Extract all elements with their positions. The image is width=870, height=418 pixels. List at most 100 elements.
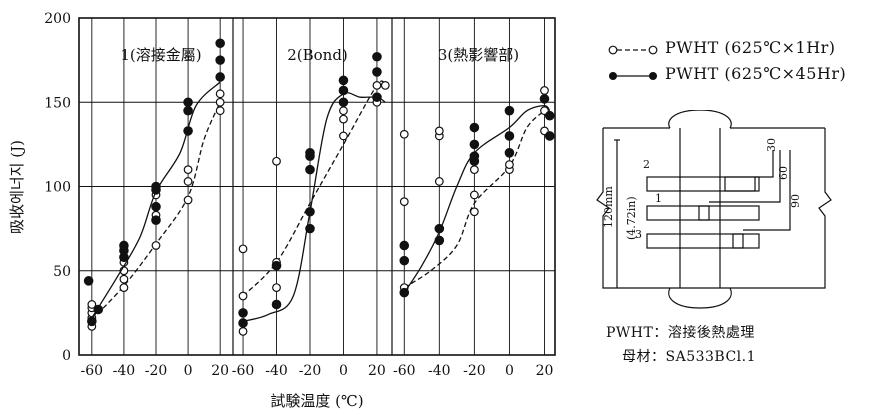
data-point-45hr bbox=[271, 299, 282, 310]
data-point-45hr bbox=[151, 181, 161, 192]
data-point-45hr bbox=[151, 201, 161, 212]
data-point-45hr bbox=[238, 318, 248, 328]
data-point-1hr bbox=[339, 131, 348, 141]
data-point-45hr bbox=[544, 110, 555, 121]
data-point-1hr bbox=[119, 274, 129, 284]
x-tick-label: 0 bbox=[184, 363, 193, 379]
y-tick-label: 150 bbox=[44, 95, 71, 111]
data-point-45hr bbox=[183, 97, 193, 108]
legend-label-1hr: PWHT (625℃×1Hr) bbox=[665, 38, 836, 57]
data-point-1hr bbox=[87, 300, 97, 309]
data-point-1hr bbox=[183, 195, 193, 205]
y-tick-label: 50 bbox=[53, 264, 71, 280]
data-point-45hr bbox=[372, 92, 382, 102]
spec-label-1: 1 bbox=[655, 192, 662, 205]
data-point-1hr bbox=[151, 241, 161, 250]
data-point-45hr bbox=[504, 148, 515, 158]
data-point-45hr bbox=[119, 240, 129, 251]
curve-45hr bbox=[403, 104, 551, 294]
data-point-1hr bbox=[380, 80, 390, 90]
panel-3: -60 -40 -20 0 20 3(熱影響部) bbox=[393, 18, 555, 379]
data-point-1hr bbox=[238, 244, 248, 254]
data-point-45hr bbox=[305, 164, 315, 175]
data-point-1hr bbox=[469, 165, 479, 175]
data-point-1hr bbox=[505, 160, 514, 169]
x-tick-label: 20 bbox=[211, 363, 229, 379]
data-point-45hr bbox=[215, 55, 225, 65]
x-tick-label: -20 bbox=[463, 363, 486, 379]
data-point-45hr bbox=[151, 215, 161, 225]
data-point-1hr bbox=[119, 283, 129, 293]
data-point-1hr bbox=[215, 97, 225, 107]
x-tick-label: -60 bbox=[81, 363, 104, 379]
specimen-diagram: 120mm (4.72in) 30 60 90 2 1 3 bbox=[596, 110, 832, 309]
data-point-1hr bbox=[434, 126, 444, 136]
x-tick-label: -60 bbox=[393, 363, 416, 379]
data-point-1hr bbox=[238, 291, 248, 301]
axis-labels: 吸收에너지 (J) 試験温度 (℃) bbox=[8, 140, 364, 410]
data-point-1hr bbox=[183, 165, 193, 175]
data-point-1hr bbox=[215, 106, 225, 116]
data-point-45hr bbox=[305, 206, 315, 217]
chart-panels: -60 -40 -20 0 201(溶接金屬)-60 -40 -20 0 202(Bond)-6… bbox=[81, 18, 555, 379]
data-point-45hr bbox=[399, 287, 410, 298]
legend-filled-marker-icon bbox=[609, 72, 657, 80]
data-point-1hr bbox=[540, 86, 549, 95]
data-point-45hr bbox=[372, 67, 382, 77]
y-tick-label: 200 bbox=[44, 11, 71, 27]
data-point-1hr bbox=[215, 89, 225, 99]
data-point-45hr bbox=[83, 276, 94, 286]
x-tick-label: 0 bbox=[505, 363, 514, 379]
data-point-45hr bbox=[87, 316, 97, 327]
panel-title: 1(溶接金屬) bbox=[120, 46, 201, 64]
panel-1: -60 -40 -20 0 20 1(溶接金屬) bbox=[81, 18, 229, 379]
data-point-45hr bbox=[338, 75, 349, 86]
data-point-45hr bbox=[504, 105, 515, 116]
legend-open-marker-icon bbox=[608, 45, 658, 55]
x-tick-label: 0 bbox=[339, 363, 348, 379]
data-point-45hr bbox=[215, 38, 225, 49]
data-point-45hr bbox=[434, 223, 445, 234]
data-point-45hr bbox=[215, 72, 225, 82]
spec-label-3: 3 bbox=[635, 228, 642, 241]
panel-2: -60 -40 -20 0 20 2(Bond) bbox=[232, 18, 390, 379]
data-point-45hr bbox=[469, 122, 480, 133]
spec-dim-120mm: 120mm bbox=[602, 186, 615, 228]
spec-dim-30: 30 bbox=[765, 138, 778, 152]
data-point-1hr bbox=[272, 283, 281, 293]
panel-title: 3(熱影響部) bbox=[438, 46, 519, 64]
data-point-45hr bbox=[469, 151, 480, 161]
data-point-45hr bbox=[469, 139, 480, 150]
data-point-45hr bbox=[504, 131, 515, 141]
data-point-45hr bbox=[238, 308, 248, 318]
data-point-45hr bbox=[305, 148, 315, 158]
x-tick-label: -40 bbox=[113, 363, 136, 379]
curve-45hr bbox=[242, 92, 386, 322]
y-tick-label: 0 bbox=[62, 348, 71, 364]
data-point-45hr bbox=[539, 94, 550, 104]
curve-1hr bbox=[403, 110, 545, 289]
data-point-45hr bbox=[372, 51, 382, 62]
x-tick-label: -40 bbox=[265, 363, 288, 379]
x-tick-label: -60 bbox=[232, 363, 255, 379]
x-tick-label: 20 bbox=[536, 363, 554, 379]
y-axis-label: 吸收에너지 (J) bbox=[8, 140, 26, 234]
data-point-1hr bbox=[339, 106, 348, 116]
x-tick-label: -20 bbox=[299, 363, 322, 379]
data-point-45hr bbox=[271, 260, 282, 271]
data-point-1hr bbox=[238, 327, 248, 336]
data-point-45hr bbox=[338, 85, 349, 96]
data-point-45hr bbox=[544, 131, 555, 141]
data-point-1hr bbox=[469, 190, 479, 200]
data-point-45hr bbox=[399, 240, 410, 251]
data-point-45hr bbox=[399, 255, 410, 266]
data-point-45hr bbox=[183, 105, 193, 116]
panel-title: 2(Bond) bbox=[287, 46, 348, 64]
spec-dim-472in: (4.72in) bbox=[625, 196, 638, 240]
x-tick-label: 20 bbox=[368, 363, 386, 379]
x-tick-label: -40 bbox=[428, 363, 451, 379]
x-axis-label: 試験温度 (℃) bbox=[270, 392, 363, 410]
data-point-45hr bbox=[434, 235, 445, 246]
data-point-1hr bbox=[434, 177, 444, 186]
note-base-metal: 母材：SA533BCl.1 bbox=[622, 349, 757, 365]
